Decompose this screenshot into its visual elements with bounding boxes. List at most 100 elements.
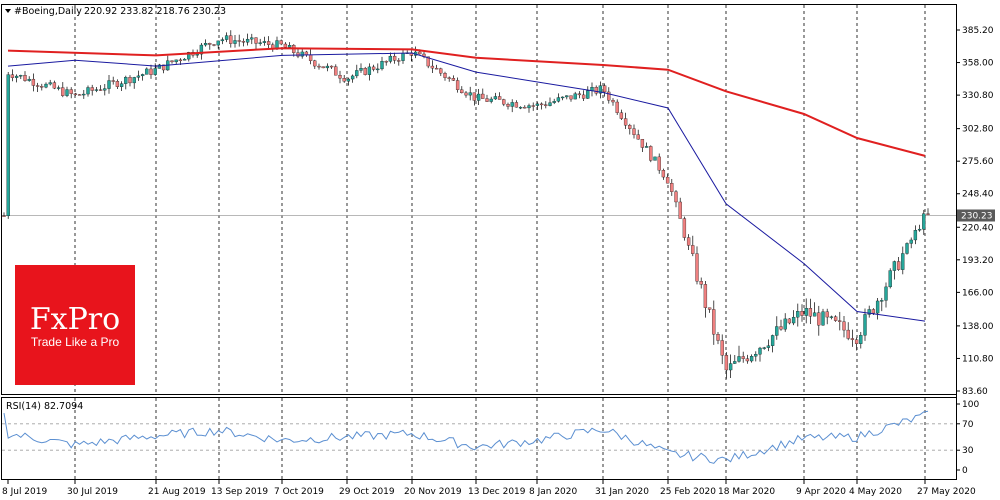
candle-body [136, 75, 141, 78]
time-tick-label: 31 Jan 2020 [595, 487, 649, 497]
candle-body [531, 105, 535, 107]
price-tick-label: 110.80 [962, 354, 994, 364]
time-tick-label: 30 Jul 2019 [67, 487, 118, 497]
candles [2, 30, 930, 379]
candle-body [821, 311, 825, 326]
candle-body [157, 64, 162, 69]
candle-body [615, 101, 619, 113]
rsi-axis-ticks: 100 70 30 0 [956, 400, 979, 476]
candle-body [745, 358, 750, 362]
candle-body [527, 105, 531, 109]
candle-body [19, 75, 23, 77]
fxpro-logo-background [15, 265, 135, 385]
candle-body [388, 55, 393, 62]
price-tick-label: 275.60 [962, 157, 994, 167]
candle-body [854, 339, 859, 344]
candle-body [174, 59, 178, 63]
candle-body [661, 170, 666, 178]
candle-body [90, 87, 94, 91]
candle-body [758, 347, 762, 355]
candle-body [859, 335, 863, 344]
candle-body [296, 52, 300, 57]
candle-body [611, 100, 615, 103]
time-tick-label: 20 Nov 2019 [404, 487, 462, 497]
candle-body [111, 80, 115, 82]
candle-body [472, 92, 477, 101]
time-tick-label: 4 May 2020 [849, 487, 902, 497]
candle-body [787, 318, 792, 324]
candle-body [783, 318, 787, 330]
candle-body [195, 53, 199, 56]
candle-body [145, 68, 149, 75]
candle-body [14, 75, 19, 78]
candle-body [594, 87, 598, 94]
price-tick-label: 83.60 [962, 387, 988, 397]
fxpro-logo-brand: FxPro [30, 302, 120, 337]
candle-body [434, 67, 439, 70]
candle-body [510, 102, 514, 107]
candle-body [182, 58, 187, 61]
candle-body [300, 51, 304, 57]
candle-body [325, 65, 330, 69]
price-tick-label: 166.00 [962, 288, 994, 298]
candle-body [208, 43, 212, 45]
candle-body [842, 321, 846, 331]
price-tick-label: 358.00 [962, 59, 994, 69]
candle-body [850, 338, 855, 340]
candle-body [544, 104, 548, 106]
candle-body [657, 156, 661, 171]
candle-body [766, 345, 771, 348]
candle-body [77, 94, 82, 96]
candle-body [548, 102, 552, 106]
candle-body [161, 64, 166, 71]
candle-body [468, 92, 472, 96]
candle-body [896, 261, 901, 270]
candle-body [430, 65, 435, 69]
time-tick-label: 27 May 2020 [917, 487, 976, 497]
candle-body [686, 237, 691, 246]
candle-body [443, 72, 447, 78]
dropdown-triangle-icon[interactable] [5, 9, 11, 13]
candle-body [262, 41, 267, 43]
candle-body [825, 311, 829, 318]
candle-body [229, 35, 233, 44]
candle-body [350, 75, 355, 80]
price-panel-frame [1, 4, 957, 395]
candle-body [728, 363, 733, 371]
candle-body [397, 60, 401, 62]
price-tick-label: 138.00 [962, 322, 994, 332]
candle-body [359, 68, 363, 71]
candle-body [506, 104, 510, 107]
candle-body [2, 215, 6, 217]
candle-body [653, 156, 657, 161]
candle-body [808, 308, 813, 317]
time-tick-label: 25 Feb 2020 [660, 487, 716, 497]
candle-body [607, 91, 611, 101]
candle-body [279, 40, 283, 45]
candle-body [884, 286, 888, 301]
candle-body [199, 44, 204, 55]
rsi-label: RSI(14) 82.7094 [6, 401, 83, 412]
last-price-badge [957, 209, 995, 222]
fxpro-logo-tagline: Trade Like a Pro [31, 335, 120, 349]
moving-average-long [7, 47, 926, 157]
candle-body [69, 89, 73, 94]
candle-body [220, 39, 225, 42]
candle-body [287, 45, 292, 48]
candle-body [691, 245, 695, 254]
candle-body [716, 334, 720, 341]
candle-body [258, 42, 262, 44]
candle-body [245, 38, 250, 43]
time-tick-label: 9 Apr 2020 [796, 487, 846, 497]
candle-body [489, 98, 493, 102]
candle-body [187, 52, 191, 60]
candle-body [926, 213, 930, 215]
candle-body [775, 326, 779, 336]
candle-body [460, 89, 464, 94]
candle-body [308, 54, 313, 61]
candle-body [178, 59, 183, 62]
candle-body [283, 43, 288, 48]
candle-body [670, 183, 674, 192]
rsi-tick-label: 30 [962, 446, 974, 456]
